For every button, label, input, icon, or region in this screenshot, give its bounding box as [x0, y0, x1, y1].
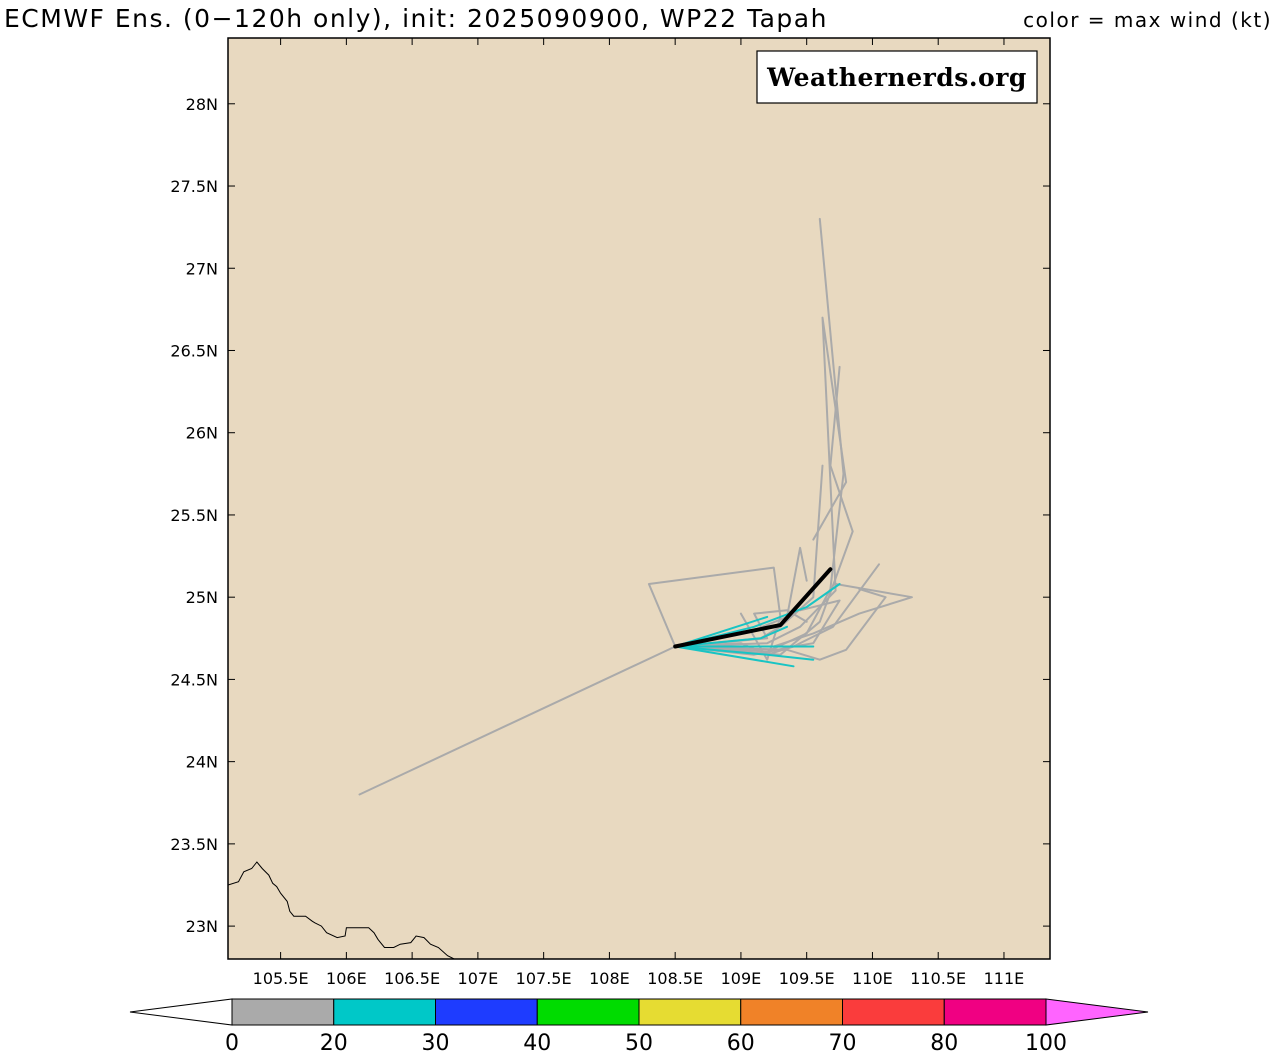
- ensemble-member-track: [674, 645, 795, 668]
- colorbar-segment: [740, 998, 843, 1026]
- colorbar-label: 60: [727, 1031, 755, 1056]
- colorbar-label: 80: [930, 1031, 958, 1056]
- lat-tick-label: 26N: [186, 424, 218, 443]
- lat-tick-label: 27.5N: [170, 177, 218, 196]
- lon-tick-label: 109.5E: [779, 969, 835, 988]
- colorbar-segment: [638, 998, 742, 1026]
- lat-tick-label: 25.5N: [170, 506, 218, 525]
- lon-tick-label: 109E: [721, 969, 762, 988]
- lon-tick-label: 105.5E: [253, 969, 309, 988]
- lat-tick-label: 28N: [186, 95, 218, 114]
- watermark-text: Weathernerds.org: [766, 63, 1027, 92]
- colorbar-segment: [435, 998, 538, 1026]
- axis-ticks: 28N 27.5N 27N 26.5N 26N 25.5N 25N 24.5N 24N 23.5N…: [170, 38, 1050, 988]
- lat-tick-label: 23N: [186, 917, 218, 936]
- colorbar-segment: [536, 998, 640, 1026]
- lat-tick-label: 24N: [186, 753, 218, 772]
- lon-tick-label: 106E: [326, 969, 367, 988]
- colorbar-segment: [943, 998, 1047, 1026]
- lat-tick-label: 24.5N: [170, 670, 218, 689]
- map-frame: [227, 37, 1051, 960]
- lat-tick-label: 23.5N: [170, 835, 218, 854]
- colorbar-label: 100: [1025, 1031, 1067, 1056]
- lat-tick-label: 27N: [186, 259, 218, 278]
- watermark: Weathernerds.org: [756, 50, 1038, 104]
- country-border: [228, 861, 455, 959]
- colorbar-segment: [333, 998, 436, 1026]
- colorbar-under-arrow: [129, 998, 233, 1026]
- colorbar-label: 40: [523, 1031, 551, 1056]
- lon-tick-label: 111E: [984, 969, 1025, 988]
- ensemble-member-track: [674, 316, 848, 648]
- colorbar-segment: [231, 998, 335, 1026]
- track-layer: [358, 217, 913, 796]
- lat-tick-label: 26.5N: [170, 341, 218, 360]
- lon-tick-label: 110.5E: [910, 969, 966, 988]
- colorbar-label: 50: [625, 1031, 653, 1056]
- color-legend-note: color = max wind (kt): [1023, 8, 1272, 32]
- ensemble-member-track: [674, 645, 815, 661]
- lon-tick-label: 108.5E: [647, 969, 703, 988]
- colorbar-label: 70: [829, 1031, 857, 1056]
- ensemble-member-track: [647, 566, 782, 661]
- lon-tick-label: 108E: [589, 969, 630, 988]
- colorbar-label: 0: [225, 1031, 239, 1056]
- ensemble-mean-track: [673, 567, 833, 649]
- map-background: [228, 38, 1050, 959]
- colorbar-segment: [842, 998, 945, 1026]
- ensemble-member-track: [674, 588, 887, 661]
- ensemble-member-track: [674, 625, 788, 648]
- plot-title: ECMWF Ens. (0−120h only), init: 20250909…: [4, 4, 828, 33]
- lon-tick-label: 107E: [458, 969, 499, 988]
- lon-tick-label: 106.5E: [384, 969, 440, 988]
- ensemble-member-track: [674, 217, 845, 653]
- colorbar: 0 20 30 40 50 60 70 80 100: [129, 998, 1149, 1056]
- geo-layer: [228, 861, 455, 959]
- colorbar-over-arrow: [1045, 998, 1149, 1026]
- ensemble-member-track: [358, 645, 677, 796]
- colorbar-label: 20: [320, 1031, 348, 1056]
- colorbar-label: 30: [422, 1031, 450, 1056]
- lat-tick-label: 25N: [186, 588, 218, 607]
- lon-tick-label: 110E: [852, 969, 893, 988]
- lon-tick-label: 107.5E: [516, 969, 572, 988]
